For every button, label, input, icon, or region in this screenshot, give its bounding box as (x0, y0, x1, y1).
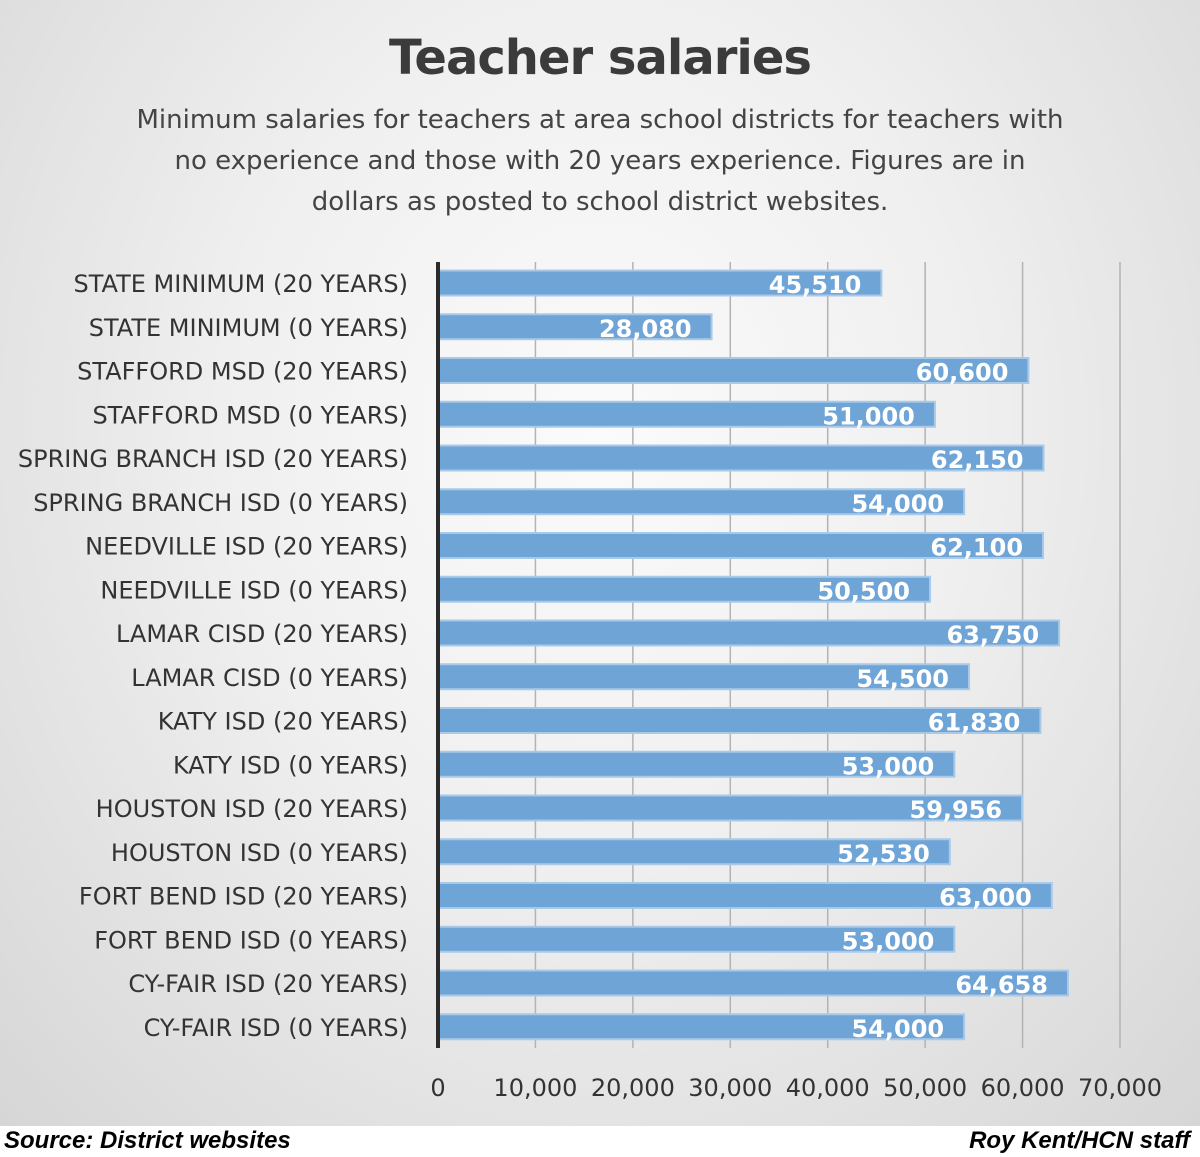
bar-value-label: 54,000 (851, 1015, 944, 1043)
category-label: CY-FAIR ISD (0 YEARS) (144, 1014, 408, 1042)
category-label: STAFFORD MSD (20 YEARS) (77, 358, 408, 386)
category-label: LAMAR CISD (0 YEARS) (131, 664, 408, 692)
source-note: Source: District websites (4, 1127, 291, 1154)
category-label: KATY ISD (20 YEARS) (158, 708, 408, 736)
x-tick-label: 70,000 (1078, 1074, 1162, 1102)
x-tick-label: 30,000 (688, 1074, 772, 1102)
category-label: CY-FAIR ISD (20 YEARS) (128, 970, 408, 998)
bar-value-label: 62,150 (931, 446, 1024, 474)
bar-value-label: 59,956 (910, 796, 1003, 824)
category-label: STATE MINIMUM (20 YEARS) (73, 270, 408, 298)
bar-value-label: 50,500 (817, 577, 910, 605)
gridlines (534, 262, 1121, 1048)
bar (437, 400, 936, 428)
bar-value-label: 62,100 (930, 534, 1023, 562)
bar (437, 969, 1069, 997)
category-label: NEEDVILLE ISD (0 YEARS) (100, 576, 408, 604)
bar-value-label: 53,000 (842, 927, 935, 955)
bar (437, 882, 1053, 909)
category-label: HOUSTON ISD (0 YEARS) (111, 839, 408, 867)
bar-value-label: 63,750 (946, 621, 1039, 649)
bar-value-label: 63,000 (939, 884, 1032, 912)
bar (437, 357, 1030, 384)
bar (437, 619, 1061, 647)
chart-title: Teacher salaries (389, 30, 812, 86)
x-tick-label: 0 (430, 1074, 445, 1102)
bar-value-label: 52,530 (837, 840, 930, 868)
category-label: STATE MINIMUM (0 YEARS) (89, 314, 408, 342)
category-label: SPRING BRANCH ISD (20 YEARS) (18, 445, 408, 473)
bars (437, 269, 1069, 1041)
x-tick-label: 10,000 (493, 1074, 577, 1102)
bar (437, 707, 1042, 734)
bar (437, 532, 1045, 559)
category-label: FORT BEND ISD (0 YEARS) (94, 926, 408, 954)
bar-value-label: 61,830 (928, 709, 1021, 737)
bar (437, 313, 713, 341)
bar (437, 1013, 966, 1041)
category-label: LAMAR CISD (20 YEARS) (116, 620, 408, 648)
category-label: KATY ISD (0 YEARS) (173, 751, 408, 779)
category-labels: STATE MINIMUM (20 YEARS) STATE MINIMUM (0… (18, 270, 408, 1042)
x-tick-labels: 0 10,000 20,000 30,000 40,000 50,000 60,000 70,… (430, 1074, 1162, 1102)
category-label: SPRING BRANCH ISD (0 YEARS) (33, 489, 408, 517)
bar (437, 838, 951, 866)
bar (437, 750, 956, 778)
bar-value-label: 54,000 (851, 490, 944, 518)
bar-value-label: 54,500 (856, 665, 949, 693)
x-tick-label: 50,000 (883, 1074, 967, 1102)
x-tick-label: 60,000 (981, 1074, 1065, 1102)
bar-value-label: 45,510 (769, 271, 862, 299)
bar (437, 269, 883, 297)
bar-value-label: 53,000 (842, 752, 935, 780)
bar-value-label: 60,600 (916, 359, 1009, 387)
category-label: NEEDVILLE ISD (20 YEARS) (85, 533, 408, 561)
chart-subtitle: Minimum salaries for teachers at area sc… (136, 105, 1064, 217)
credit-note: Roy Kent/HCN staff (969, 1127, 1190, 1154)
bar-value-label: 51,000 (822, 402, 915, 430)
category-label: HOUSTON ISD (20 YEARS) (96, 795, 408, 823)
x-tick-label: 20,000 (591, 1074, 675, 1102)
bar (437, 925, 956, 953)
category-label: FORT BEND ISD (20 YEARS) (79, 883, 408, 911)
category-label: STAFFORD MSD (0 YEARS) (92, 401, 408, 429)
x-tick-label: 40,000 (786, 1074, 870, 1102)
bar-value-label: 28,080 (599, 315, 692, 343)
bar (437, 444, 1045, 472)
bar-value-label: 64,658 (955, 971, 1048, 999)
